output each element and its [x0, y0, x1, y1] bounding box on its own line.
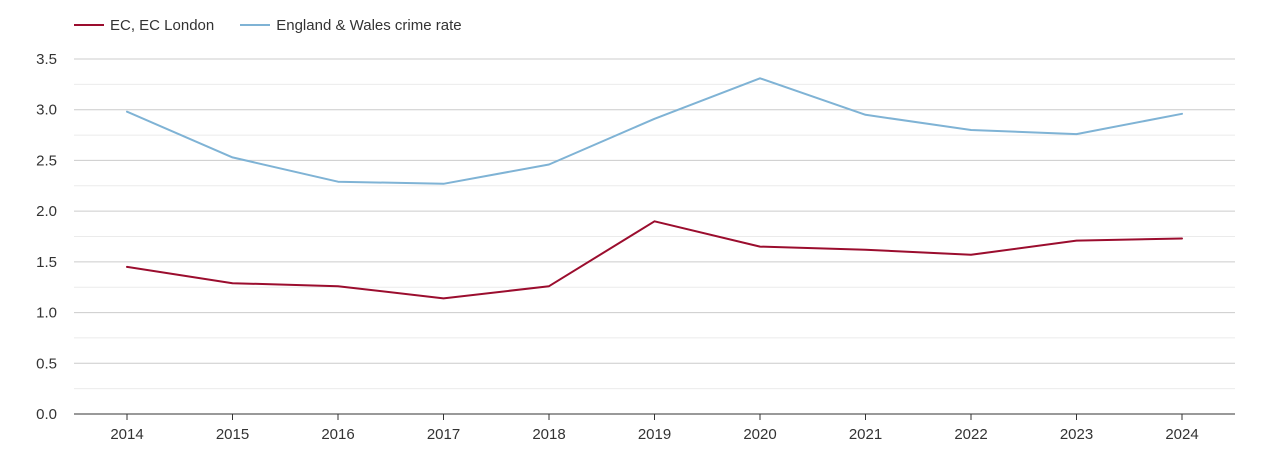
data-point[interactable] — [865, 114, 867, 116]
x-tick-label: 2016 — [321, 426, 354, 443]
y-tick-label: 1.0 — [36, 305, 57, 322]
y-tick-label: 0.0 — [36, 406, 57, 423]
data-point[interactable] — [1181, 238, 1183, 240]
data-point[interactable] — [337, 285, 339, 287]
data-point[interactable] — [759, 77, 761, 79]
x-tick-label: 2021 — [849, 426, 882, 443]
x-tick-label: 2018 — [532, 426, 565, 443]
x-tick-label: 2023 — [1060, 426, 1093, 443]
x-tick-label: 2014 — [110, 426, 143, 443]
data-point[interactable] — [865, 249, 867, 251]
data-point[interactable] — [548, 163, 550, 165]
data-point[interactable] — [970, 254, 972, 256]
data-point[interactable] — [1181, 113, 1183, 115]
x-tick-label: 2024 — [1165, 426, 1198, 443]
data-point[interactable] — [443, 297, 445, 299]
x-tick-label: 2017 — [427, 426, 460, 443]
x-tick-label: 2020 — [743, 426, 776, 443]
x-tick-label: 2015 — [216, 426, 249, 443]
series-line[interactable] — [126, 220, 1183, 300]
legend-item-england-wales[interactable]: England & Wales crime rate — [240, 16, 462, 34]
data-point[interactable] — [232, 282, 234, 284]
legend-label-england-wales: England & Wales crime rate — [276, 16, 462, 34]
data-point[interactable] — [654, 220, 656, 222]
data-point[interactable] — [126, 266, 128, 268]
data-point[interactable] — [654, 118, 656, 120]
data-point[interactable] — [126, 111, 128, 113]
legend-swatch-ec-london — [74, 24, 104, 26]
y-tick-label: 3.0 — [36, 102, 57, 119]
legend-item-ec-london[interactable]: EC, EC London — [74, 17, 214, 34]
data-point[interactable] — [1076, 240, 1078, 242]
series-line[interactable] — [126, 77, 1183, 185]
y-tick-label: 2.5 — [36, 152, 57, 169]
y-tick-label: 0.5 — [36, 355, 57, 372]
x-tick-label: 2022 — [954, 426, 987, 443]
y-tick-label: 1.5 — [36, 254, 57, 271]
data-point[interactable] — [443, 183, 445, 185]
data-point[interactable] — [232, 156, 234, 158]
data-point[interactable] — [548, 285, 550, 287]
legend-swatch-england-wales — [240, 24, 271, 26]
data-point[interactable] — [1076, 133, 1078, 135]
legend-label-ec-london: EC, EC London — [110, 16, 215, 34]
x-tick-label: 2019 — [638, 426, 671, 443]
y-tick-label: 2.0 — [36, 203, 57, 220]
y-tick-label: 3.5 — [36, 51, 57, 68]
data-point[interactable] — [970, 129, 972, 131]
data-point[interactable] — [337, 181, 339, 183]
legend: EC, EC London England & Wales crime rate — [74, 14, 488, 36]
data-point[interactable] — [759, 246, 761, 248]
